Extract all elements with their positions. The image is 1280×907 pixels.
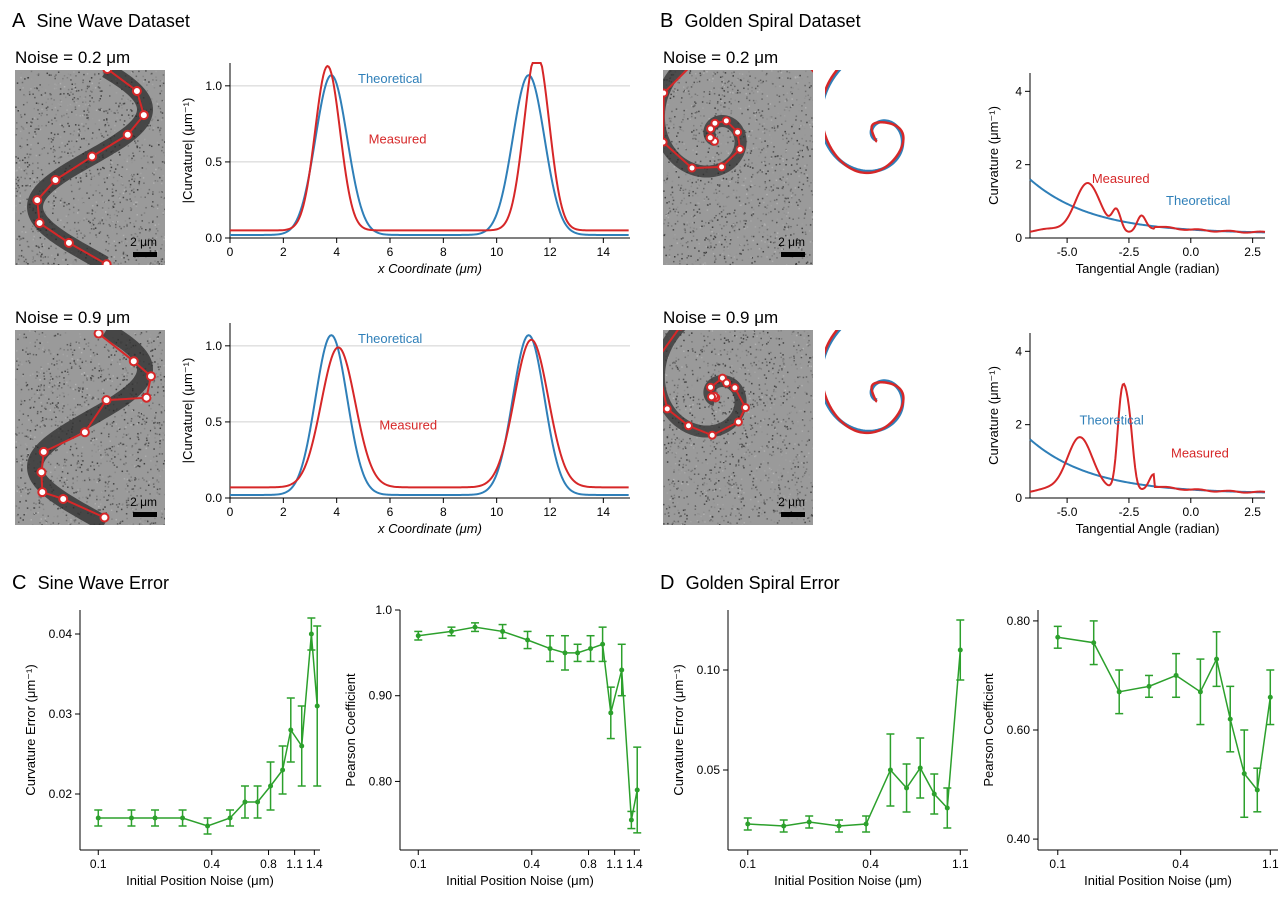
- svg-text:8: 8: [440, 505, 447, 519]
- spiral-image-b1: 2 μm: [663, 70, 813, 265]
- scale-label: 2 μm: [130, 495, 157, 509]
- svg-text:4: 4: [333, 505, 340, 519]
- svg-text:-2.5: -2.5: [1119, 245, 1140, 259]
- spiral-image-b2: 2 μm: [663, 330, 813, 525]
- noise-label-a1: Noise = 0.2 μm: [15, 48, 130, 68]
- svg-text:4: 4: [1015, 84, 1022, 98]
- scale-bar: [133, 512, 157, 517]
- svg-text:6: 6: [387, 245, 394, 259]
- svg-text:14: 14: [597, 245, 611, 259]
- svg-text:0.0: 0.0: [205, 491, 222, 505]
- svg-text:Theoretical: Theoretical: [1166, 193, 1230, 208]
- svg-text:1.0: 1.0: [205, 79, 222, 93]
- noise-label-b2: Noise = 0.9 μm: [663, 308, 778, 328]
- svg-text:0.5: 0.5: [205, 415, 222, 429]
- svg-text:10: 10: [490, 505, 504, 519]
- sine-image-a2: 2 μm: [15, 330, 165, 525]
- spiral-plot-b1: [825, 70, 975, 265]
- svg-text:0: 0: [227, 505, 234, 519]
- figure: A Sine Wave Dataset B Golden Spiral Data…: [10, 10, 1270, 897]
- svg-text:2.5: 2.5: [1244, 245, 1261, 259]
- panel-d-label: D Golden Spiral Error: [660, 572, 840, 595]
- svg-text:2: 2: [280, 505, 287, 519]
- scale-label: 2 μm: [778, 235, 805, 249]
- curvature-chart-b2: -5.0-2.50.02.5024Tangential Angle (radia…: [980, 308, 1275, 538]
- svg-text:x Coordinate (μm): x Coordinate (μm): [377, 521, 482, 536]
- svg-text:x Coordinate (μm): x Coordinate (μm): [377, 261, 482, 276]
- scale-label: 2 μm: [778, 495, 805, 509]
- svg-text:4: 4: [333, 245, 340, 259]
- svg-text:Measured: Measured: [1092, 171, 1150, 186]
- scale-bar: [133, 252, 157, 257]
- svg-text:Tangential Angle (radian): Tangential Angle (radian): [1076, 261, 1220, 276]
- noise-label-a2: Noise = 0.9 μm: [15, 308, 130, 328]
- curvature-chart-b1: -5.0 -2.5 0.0 2.5 0 2 4 Tangential Angle (radia…: [980, 48, 1275, 278]
- svg-text:8: 8: [440, 245, 447, 259]
- curvature-chart-a1: 0 2 4 6 8 10 12 14 0.0 0.5 1.0 x Coordinate (μm) |Cu…: [175, 48, 640, 278]
- error-chart-c-right: 0.10.40.81.11.40.800.901.0Initial Positi…: [340, 600, 650, 890]
- scale-label: 2 μm: [130, 235, 157, 249]
- svg-text:-5.0: -5.0: [1057, 245, 1078, 259]
- svg-text:|Curvature| (μm⁻¹): |Curvature| (μm⁻¹): [180, 358, 195, 464]
- svg-text:Measured: Measured: [379, 418, 437, 433]
- svg-text:12: 12: [543, 505, 557, 519]
- svg-text:1.0: 1.0: [205, 339, 222, 353]
- svg-text:|Curvature| (μm⁻¹): |Curvature| (μm⁻¹): [180, 98, 195, 204]
- scale-bar: [781, 512, 805, 517]
- error-chart-d-right: 0.10.41.10.400.600.80Initial Position No…: [978, 600, 1280, 890]
- svg-text:10: 10: [490, 245, 504, 259]
- curvature-chart-a2: 0 2 4 6 8 10 12 14 0.0 0.5 1.0 x Coordinate (μm) |Cu…: [175, 308, 640, 538]
- svg-text:6: 6: [387, 505, 394, 519]
- spiral-plot-b2: [825, 330, 975, 525]
- noise-label-b1: Noise = 0.2 μm: [663, 48, 778, 68]
- error-chart-c-left: 0.10.40.81.11.40.020.030.04Initial Posit…: [20, 600, 330, 890]
- svg-text:2: 2: [1015, 158, 1022, 172]
- svg-text:0.0: 0.0: [205, 231, 222, 245]
- svg-text:0.5: 0.5: [205, 155, 222, 169]
- panel-a-label: A Sine Wave Dataset: [12, 10, 190, 33]
- error-chart-d-left: 0.10.41.10.050.10Initial Position Noise …: [668, 600, 978, 890]
- panel-c-label: C Sine Wave Error: [12, 572, 169, 595]
- svg-text:14: 14: [597, 505, 611, 519]
- sine-image-a1: 2 μm: [15, 70, 165, 265]
- svg-text:Curvature (μm⁻¹): Curvature (μm⁻¹): [986, 106, 1001, 205]
- svg-text:Theoretical: Theoretical: [358, 331, 422, 346]
- svg-text:0: 0: [1015, 231, 1022, 245]
- svg-text:2: 2: [280, 245, 287, 259]
- svg-text:Theoretical: Theoretical: [358, 71, 422, 86]
- svg-text:0: 0: [227, 245, 234, 259]
- panel-b-label: B Golden Spiral Dataset: [660, 10, 861, 33]
- svg-text:Measured: Measured: [369, 132, 427, 147]
- svg-text:12: 12: [543, 245, 557, 259]
- scale-bar: [781, 252, 805, 257]
- svg-text:0.0: 0.0: [1182, 245, 1199, 259]
